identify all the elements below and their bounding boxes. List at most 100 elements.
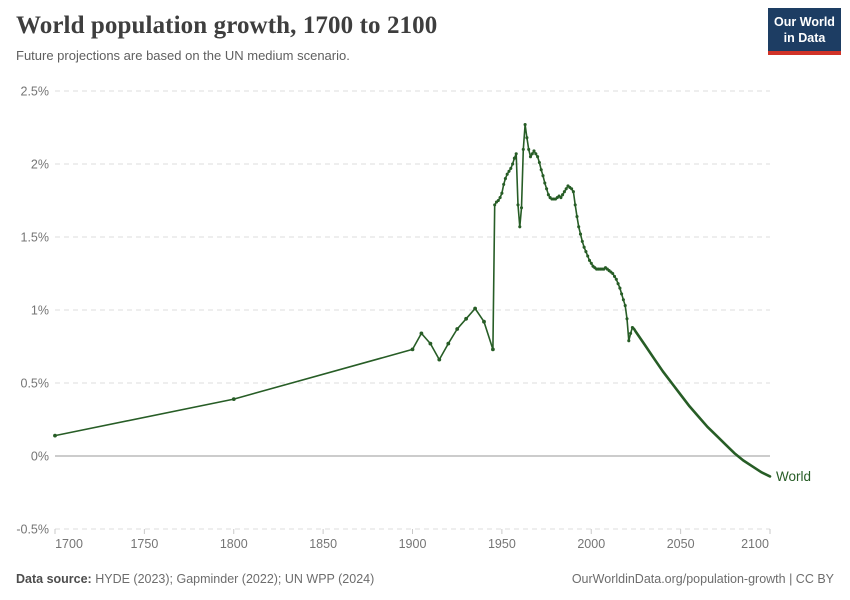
data-point-marker <box>532 149 536 153</box>
x-axis-label: 1700 <box>55 537 83 551</box>
data-point-marker <box>519 206 524 210</box>
data-point-marker <box>493 203 497 207</box>
data-point-marker <box>545 187 549 191</box>
series-world[interactable] <box>53 123 772 478</box>
x-axis-label: 2050 <box>667 537 695 551</box>
data-point-marker <box>573 203 577 207</box>
chart-subtitle: Future projections are based on the UN m… <box>16 48 350 63</box>
data-source-list: HYDE (2023); Gapminder (2022); UN WPP (2… <box>91 572 375 586</box>
y-axis-label: 1.5% <box>21 231 50 245</box>
data-point-marker <box>428 341 433 346</box>
data-point-marker <box>564 187 568 191</box>
y-axis: 2.5% 2% 1.5% 1% 0.5% 0% -0.5% <box>16 85 49 537</box>
data-point-marker <box>630 325 634 330</box>
data-point-marker <box>437 357 442 362</box>
data-point-marker <box>455 327 460 331</box>
series-label-world[interactable]: World <box>776 469 811 484</box>
data-point-marker <box>614 277 618 281</box>
data-point-marker <box>534 152 538 156</box>
y-axis-label: 0% <box>31 450 49 464</box>
data-point-marker <box>537 160 541 165</box>
data-point-marker <box>543 181 547 185</box>
x-axis-label: 1950 <box>488 537 516 551</box>
data-point-marker <box>577 225 581 229</box>
data-point-marker <box>539 168 543 172</box>
x-axis-label: 2100 <box>741 537 769 551</box>
series-line-projection[interactable] <box>631 326 772 478</box>
data-point-marker <box>611 271 615 276</box>
data-point-marker <box>536 155 540 159</box>
data-point-marker <box>559 196 563 200</box>
chart-footer: Data source: HYDE (2023); Gapminder (202… <box>16 572 834 586</box>
data-point-marker <box>629 331 633 335</box>
data-point-marker <box>505 172 509 176</box>
data-point-marker <box>473 306 477 311</box>
data-point-marker <box>627 339 631 343</box>
owid-logo[interactable]: Our World in Data <box>768 8 841 56</box>
x-axis: 1700 1750 1800 1850 1900 1950 2000 2050 2100 <box>54 529 771 551</box>
data-point-marker <box>571 190 575 194</box>
data-point-marker <box>541 174 545 178</box>
x-axis-label: 1850 <box>309 537 337 551</box>
chart-title: World population growth, 1700 to 2100 <box>16 12 438 39</box>
attribution-link[interactable]: OurWorldinData.org/population-growth | C… <box>571 572 834 586</box>
data-point-marker <box>491 347 495 352</box>
data-point-marker <box>482 319 486 324</box>
data-point-marker <box>570 187 574 191</box>
data-point-marker <box>618 286 622 290</box>
data-point-marker <box>507 169 511 173</box>
data-point-marker <box>586 254 590 258</box>
data-point-marker <box>419 331 424 336</box>
owid-logo-line2: in Data <box>783 30 826 45</box>
data-point-marker <box>512 156 516 160</box>
data-point-marker <box>587 258 592 262</box>
data-point-marker <box>464 316 468 321</box>
data-point-marker <box>616 282 620 286</box>
data-point-marker <box>625 317 629 321</box>
data-point-marker <box>562 190 566 194</box>
data-point-marker <box>509 166 513 170</box>
data-point-marker <box>584 250 588 254</box>
data-source-label: Data source: <box>16 572 92 586</box>
x-axis-label: 2000 <box>577 537 605 551</box>
x-axis-label: 1900 <box>399 537 427 551</box>
data-point-marker <box>53 433 57 438</box>
series-line-historical[interactable] <box>54 123 634 437</box>
data-point-marker <box>518 225 522 229</box>
data-point-marker <box>623 304 627 308</box>
data-point-marker <box>546 193 550 197</box>
data-point-marker <box>589 261 593 265</box>
x-axis-label: 1800 <box>220 537 248 551</box>
data-point-marker <box>496 198 500 203</box>
data-point-marker <box>500 191 504 195</box>
data-point-marker <box>525 136 529 140</box>
data-point-marker <box>578 232 583 236</box>
data-point-marker <box>621 298 625 302</box>
y-axis-label: 2% <box>31 158 49 172</box>
data-point-marker <box>498 196 502 200</box>
data-point-marker <box>511 162 515 166</box>
x-axis-label: 1750 <box>130 537 158 551</box>
data-point-marker <box>528 155 533 159</box>
data-point-marker <box>521 147 525 151</box>
data-point-marker <box>620 292 624 296</box>
data-point-marker <box>612 274 617 278</box>
data-point-marker <box>410 347 415 352</box>
y-axis-label: 0.5% <box>21 377 50 391</box>
data-source: Data source: HYDE (2023); Gapminder (202… <box>16 572 374 586</box>
data-point-marker <box>582 245 586 249</box>
data-point-marker <box>514 152 518 156</box>
data-point-marker <box>516 203 520 207</box>
y-axis-label: 1% <box>31 304 49 318</box>
owid-logo-line1: Our World <box>774 15 835 29</box>
data-point-marker <box>580 239 584 243</box>
data-point-marker <box>502 182 506 186</box>
data-point-marker <box>527 147 531 151</box>
data-point-marker <box>523 123 527 127</box>
data-point-marker <box>530 152 534 156</box>
chart-header: World population growth, 1700 to 2100 Fu… <box>16 12 750 63</box>
y-axis-label: -0.5% <box>16 523 49 537</box>
data-point-marker <box>561 193 565 197</box>
